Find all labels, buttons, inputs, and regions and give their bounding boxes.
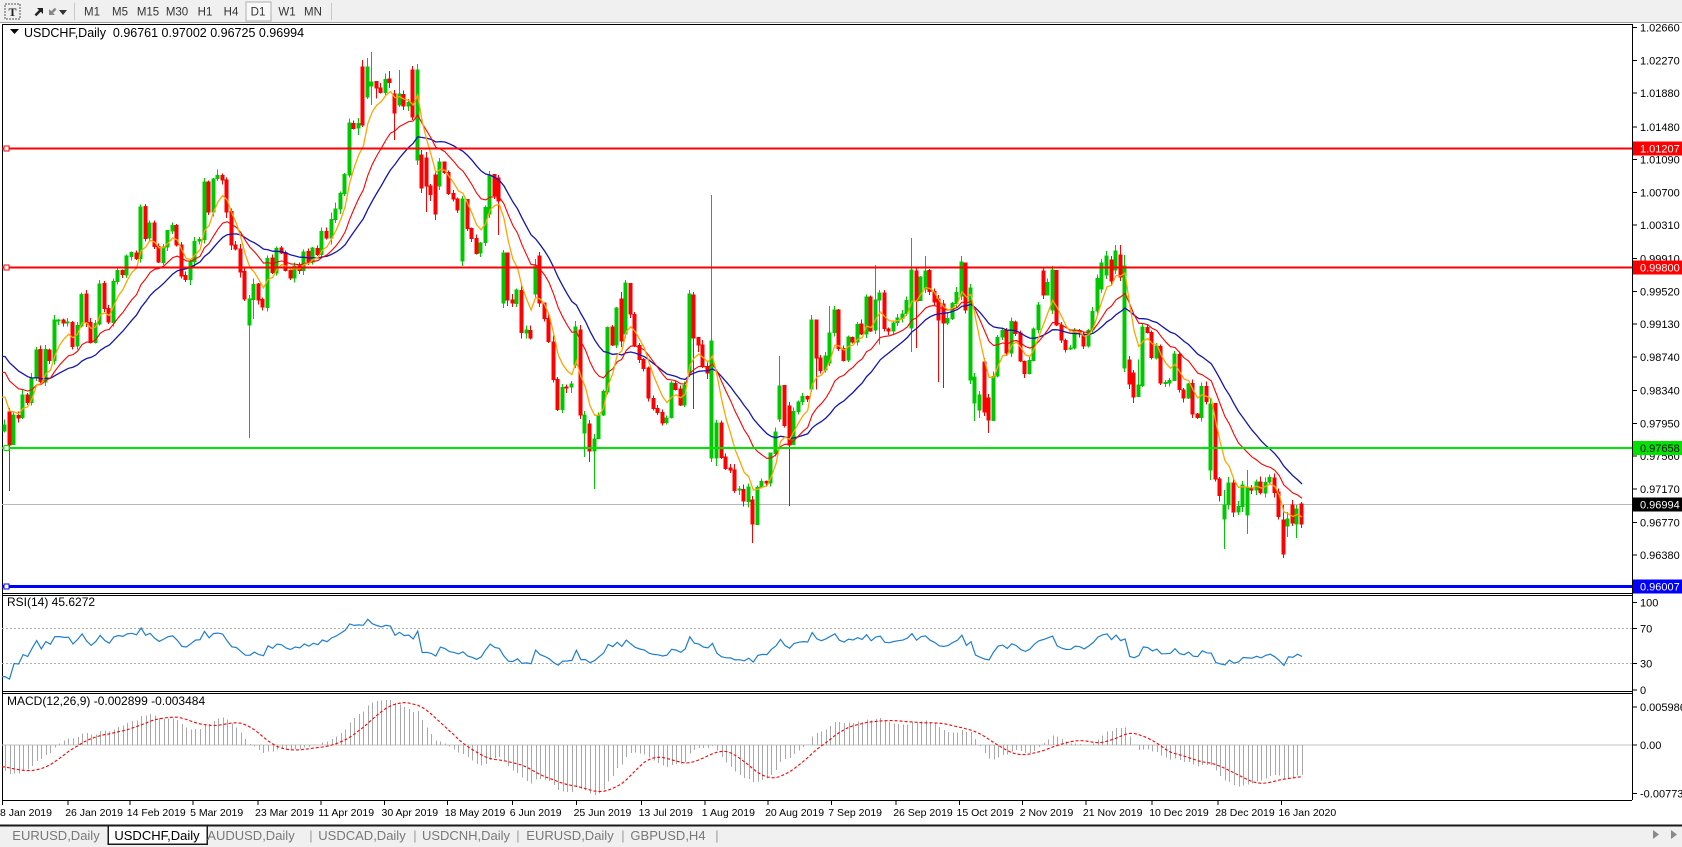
svg-text:RSI(14) 45.6272: RSI(14) 45.6272 [7, 595, 95, 609]
svg-text:28 Dec 2019: 28 Dec 2019 [1215, 807, 1275, 819]
svg-text:0.98740: 0.98740 [1640, 352, 1680, 364]
svg-text:EURUSD,Daily: EURUSD,Daily [12, 828, 100, 843]
svg-text:0.97950: 0.97950 [1640, 418, 1680, 430]
svg-text:10 Dec 2019: 10 Dec 2019 [1149, 807, 1209, 819]
svg-text:M5: M5 [112, 7, 128, 19]
svg-text:USDCAD,Daily: USDCAD,Daily [318, 828, 406, 843]
svg-text:H4: H4 [224, 7, 239, 19]
svg-text:0.99130: 0.99130 [1640, 319, 1680, 331]
svg-text:H1: H1 [198, 7, 213, 19]
svg-text:EURUSD,Daily: EURUSD,Daily [526, 828, 614, 843]
svg-text:7 Sep 2019: 7 Sep 2019 [828, 807, 882, 819]
svg-text:0.96994: 0.96994 [1640, 500, 1680, 512]
svg-text:30 Apr 2019: 30 Apr 2019 [382, 807, 439, 819]
svg-text:-0.007737: -0.007737 [1640, 789, 1682, 801]
svg-text:1.02270: 1.02270 [1640, 55, 1680, 67]
svg-text:15 Oct 2019: 15 Oct 2019 [957, 807, 1014, 819]
svg-text:0.96770: 0.96770 [1640, 518, 1680, 530]
svg-text:0.96007: 0.96007 [1640, 582, 1680, 594]
svg-text:USDCNH,Daily: USDCNH,Daily [422, 828, 511, 843]
svg-text:T: T [8, 5, 16, 19]
svg-text:5 Mar 2019: 5 Mar 2019 [190, 807, 243, 819]
svg-text:26 Sep 2019: 26 Sep 2019 [893, 807, 953, 819]
svg-text:USDCHF,Daily 0.96761 0.97002: USDCHF,Daily 0.96761 0.97002 0.96725 0.9… [24, 26, 304, 40]
svg-text:13 Jul 2019: 13 Jul 2019 [639, 807, 693, 819]
svg-text:6 Jun 2019: 6 Jun 2019 [510, 807, 562, 819]
svg-text:100: 100 [1640, 598, 1658, 610]
svg-text:|: | [715, 828, 718, 843]
svg-text:M15: M15 [137, 7, 159, 19]
svg-text:|: | [413, 828, 416, 843]
svg-text:1 Aug 2019: 1 Aug 2019 [702, 807, 755, 819]
svg-text:70: 70 [1640, 623, 1652, 635]
svg-text:1.00700: 1.00700 [1640, 187, 1680, 199]
svg-text:8 Jan 2019: 8 Jan 2019 [0, 807, 52, 819]
svg-text:AUDUSD,Daily: AUDUSD,Daily [207, 828, 295, 843]
svg-text:21 Nov 2019: 21 Nov 2019 [1083, 807, 1143, 819]
svg-text:1.01880: 1.01880 [1640, 88, 1680, 100]
svg-text:1.01090: 1.01090 [1640, 155, 1680, 167]
svg-text:0: 0 [1640, 685, 1646, 697]
svg-text:11 Apr 2019: 11 Apr 2019 [318, 807, 374, 819]
svg-text:14 Feb 2019: 14 Feb 2019 [127, 807, 186, 819]
svg-text:USDCHF,Daily: USDCHF,Daily [114, 828, 200, 843]
svg-text:MN: MN [304, 7, 322, 19]
svg-text:0.97170: 0.97170 [1640, 484, 1680, 496]
svg-text:1.00310: 1.00310 [1640, 220, 1680, 232]
svg-text:1.01480: 1.01480 [1640, 122, 1680, 134]
svg-text:|: | [516, 828, 519, 843]
svg-text:MACD(12,26,9) -0.002899 -0.003: MACD(12,26,9) -0.002899 -0.003484 [7, 694, 205, 708]
svg-text:M1: M1 [84, 7, 100, 19]
svg-text:0.97658: 0.97658 [1640, 443, 1680, 455]
svg-text:1.02660: 1.02660 [1640, 23, 1680, 35]
svg-text:0.98340: 0.98340 [1640, 386, 1680, 398]
svg-text:0.99800: 0.99800 [1640, 263, 1680, 275]
svg-text:18 May 2019: 18 May 2019 [445, 807, 506, 819]
svg-text:|: | [309, 828, 312, 843]
svg-text:0.00: 0.00 [1640, 740, 1661, 752]
svg-text:16 Jan 2020: 16 Jan 2020 [1278, 807, 1336, 819]
svg-text:30: 30 [1640, 659, 1652, 671]
svg-text:23 Mar 2019: 23 Mar 2019 [255, 807, 314, 819]
svg-text:|: | [621, 828, 624, 843]
svg-text:2 Nov 2019: 2 Nov 2019 [1020, 807, 1074, 819]
svg-text:1.01207: 1.01207 [1640, 144, 1680, 156]
svg-text:0.96380: 0.96380 [1640, 550, 1680, 562]
svg-text:D1: D1 [251, 7, 266, 19]
svg-text:M30: M30 [166, 7, 188, 19]
svg-text:0.005986: 0.005986 [1640, 702, 1682, 714]
svg-text:25 Jun 2019: 25 Jun 2019 [574, 807, 632, 819]
svg-text:GBPUSD,H4: GBPUSD,H4 [630, 828, 705, 843]
svg-text:20 Aug 2019: 20 Aug 2019 [765, 807, 824, 819]
svg-text:26 Jan 2019: 26 Jan 2019 [65, 807, 123, 819]
svg-text:W1: W1 [278, 7, 295, 19]
svg-text:0.99520: 0.99520 [1640, 286, 1680, 298]
